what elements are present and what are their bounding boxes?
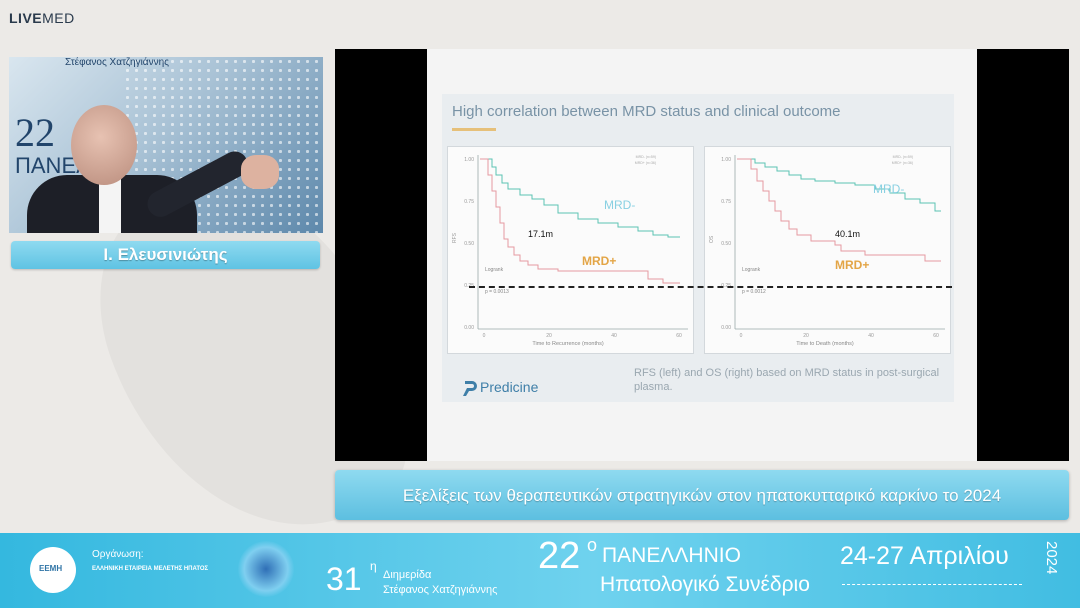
logrank-label: Logrank [742,267,761,273]
median-survival-label: 40.1m [835,229,860,239]
y-tick-label: 0.75 [464,199,474,205]
conference-year: 2024 [1043,541,1060,575]
backdrop-number: 22 [15,110,55,155]
speaker-head [71,105,137,185]
median-survival-label: 17.1m [528,229,553,239]
liver-orb-icon [238,541,294,597]
speaker-video: Στέφανος Χατζηγιάννης 22 ΠΑΝΕΛ [9,57,323,233]
predicine-mark-icon [463,381,477,397]
brand-live: LIVE [9,10,43,26]
predicine-logo-text: Predicine [480,379,539,395]
edition-22-suffix: ο [587,535,598,555]
x-tick-label: 40 [611,333,617,339]
y-axis-label: OS [709,235,715,243]
p-value-label: p = 0.0012 [742,289,766,295]
speaker-hand [241,155,279,189]
slide-content: High correlation between MRD status and … [442,94,954,402]
mrd-positive-label: MRD+ [835,258,869,272]
y-tick-label: 1.00 [721,157,731,163]
livemed-logo: LIVEMED [9,10,75,26]
dimeris-name: Στέφανος Χατζηγιάννης [383,584,498,596]
slide: High correlation between MRD status and … [427,49,977,461]
eemh-logo: ΕΕΜΗ [30,547,76,593]
y-tick-label: 0.75 [721,199,731,205]
os-km-plot: 1.00 0.75 0.50 0.25 0.00 0 20 40 60 OS Time to Dea… [704,146,951,354]
x-tick-label: 20 [546,333,552,339]
title-underline [452,128,496,131]
organizer-name: ΕΛΛΗΝΙΚΗ ΕΤΑΙΡΕΙΑ ΜΕΛΕΤΗΣ ΗΠΑΤΟΣ [92,566,209,572]
edition-31: 31 [326,561,362,597]
x-tick-label: 60 [676,333,682,339]
dimeris-label: Διημερίδα [383,569,432,581]
mrd-negative-curve [480,158,680,238]
x-axis-label: Time to Death (months) [796,341,854,347]
mrd-negative-label: MRD- [873,182,904,196]
y-tick-label: 0.50 [721,241,731,247]
dates-divider [842,584,1022,585]
mrd-positive-curve [480,158,680,284]
backdrop-subtitle: Στέφανος Χατζηγιάννης [65,57,169,68]
eemh-logo-text: ΕΕΜΗ [39,564,63,573]
y-tick-label: 0.00 [464,325,474,331]
conference-dates: 24-27 Απριλίου [840,542,1009,570]
median-reference-line [469,286,952,288]
conference-title-line2: Ηπατολογικό Συνέδριο [600,573,810,596]
mrd-positive-curve [737,158,941,262]
legend-entry: MRD- (n=59) [636,155,656,159]
y-axis-label: RFS [452,232,458,243]
y-tick-label: 0.50 [464,241,474,247]
edition-31-suffix: η [370,559,377,573]
y-tick-label: 1.00 [464,157,474,163]
x-tick-label: 20 [803,333,809,339]
speaker-shirt [99,179,121,233]
slide-caption: RFS (left) and OS (right) based on MRD s… [634,367,940,393]
conference-footer: ΕΕΜΗ Οργάνωση: ΕΛΛΗΝΙΚΗ ΕΤΑΙΡΕΙΑ ΜΕΛΕΤΗΣ… [0,533,1080,608]
slide-title: High correlation between MRD status and … [452,103,841,120]
mrd-negative-curve [737,158,941,212]
predicine-logo: Predicine [462,379,538,397]
legend-entry: MRD+ (n=36) [635,161,656,165]
x-axis-label: Time to Recurrence (months) [532,341,603,347]
conference-title-line1: ΠΑΝΕΛΛΗΝΙΟ [602,544,741,567]
mrd-negative-label: MRD- [604,198,635,212]
rfs-km-plot: 1.00 0.75 0.50 0.25 0.00 0 20 40 60 RFS Time to Re… [447,146,694,354]
y-tick-label: 0.00 [721,325,731,331]
presentation-screen: High correlation between MRD status and … [335,49,1069,461]
x-tick-label: 40 [868,333,874,339]
p-value-label: p = 0.0013 [485,289,509,295]
legend-entry: MRD+ (n=36) [892,161,913,165]
logrank-label: Logrank [485,267,504,273]
x-tick-label: 0 [740,333,743,339]
mrd-positive-label: MRD+ [582,254,616,268]
x-tick-label: 0 [483,333,486,339]
organizer-label: Οργάνωση: [92,549,144,560]
session-topic-bar: Εξελίξεις των θεραπευτικών στρατηγικών σ… [335,470,1069,520]
speaker-name-bar: Ι. Ελευσινιώτης [11,241,320,269]
edition-22: 22 [538,535,581,577]
brand-med: MED [42,10,75,26]
x-tick-label: 60 [933,333,939,339]
legend-entry: MRD- (n=59) [893,155,913,159]
